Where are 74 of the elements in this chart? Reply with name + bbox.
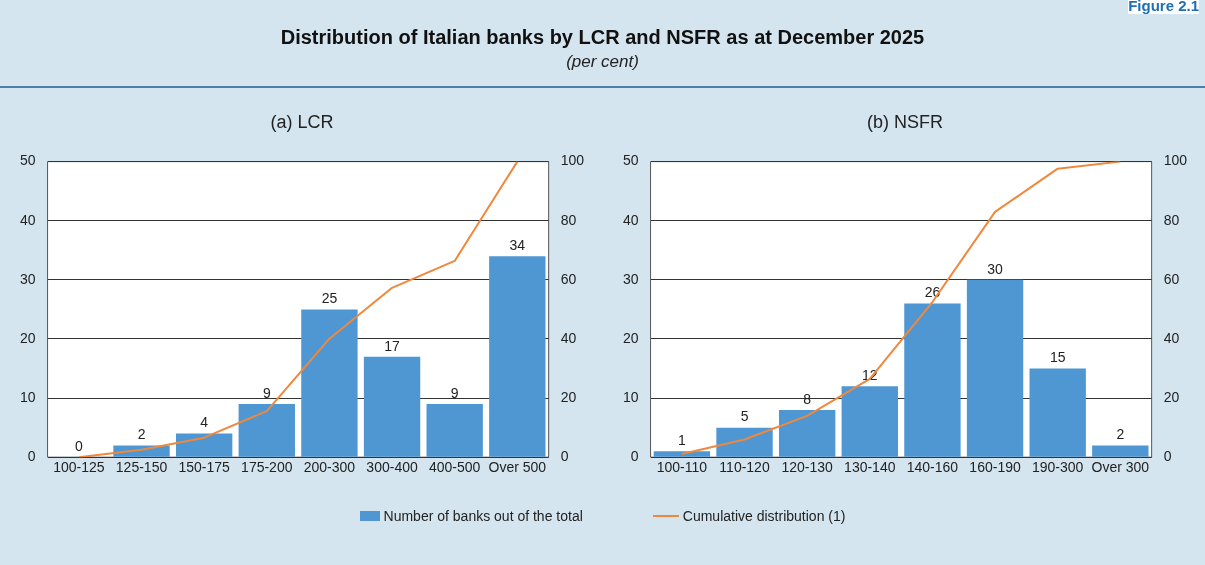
bar (904, 303, 961, 457)
x-tick-label: 400-500 (429, 459, 481, 476)
y2-tick-label: 20 (560, 388, 577, 405)
y2-tick-label: 100 (560, 152, 585, 169)
y2-tick-label: 0 (560, 448, 569, 465)
bar (841, 386, 898, 457)
legend-label: Cumulative distribution (1) (682, 508, 846, 524)
y-tick-label: 0 (27, 448, 36, 465)
data-label: 9 (450, 384, 459, 401)
y2-tick-label: 40 (1163, 329, 1180, 346)
x-tick-label: Over 500 (488, 459, 547, 476)
bar (1029, 368, 1086, 457)
x-tick-label: Over 300 (1091, 459, 1150, 476)
y-tick-label: 40 (19, 211, 36, 228)
bar (489, 256, 546, 457)
data-label: 17 (384, 337, 401, 354)
x-tick-label: 130-140 (844, 459, 896, 476)
y-tick-label: 20 (19, 329, 36, 346)
chart-title: (a) LCR (270, 111, 334, 132)
y-tick-label: 30 (622, 270, 639, 287)
y2-tick-label: 100 (1163, 152, 1188, 169)
data-label: 0 (74, 438, 83, 455)
y-tick-label: 50 (622, 152, 639, 169)
y-tick-label: 50 (19, 152, 36, 169)
x-tick-label: 190-300 (1032, 459, 1084, 476)
y-tick-label: 10 (19, 388, 36, 405)
text: Distribution of Italian banks by LCR and NSFR as at December 2025 (279, 26, 926, 49)
x-tick-label: 150-175 (178, 459, 231, 476)
y2-tick-label: 80 (560, 211, 577, 228)
data-label: 9 (262, 384, 271, 401)
y2-tick-label: 60 (1163, 270, 1180, 287)
x-tick-label: 125-150 (115, 459, 168, 476)
legend-label: Number of banks out of the total (383, 508, 583, 524)
x-tick-label: 140-160 (906, 459, 959, 476)
data-label: 2 (137, 426, 146, 443)
data-label: 25 (321, 290, 338, 307)
y2-tick-label: 80 (1163, 211, 1180, 228)
data-label: 2 (1116, 426, 1125, 443)
x-tick-label: 200-300 (303, 459, 356, 476)
data-label: 4 (200, 414, 209, 431)
x-tick-label: 100-125 (53, 459, 105, 476)
bar (1092, 445, 1149, 457)
data-label: 15 (1049, 349, 1066, 366)
text: (per cent) (565, 52, 640, 72)
bar (175, 433, 233, 457)
x-tick-label: 175-200 (241, 459, 293, 476)
bar (778, 409, 836, 457)
bar (716, 427, 773, 457)
y2-tick-label: 0 (1163, 448, 1172, 465)
y2-tick-label: 60 (560, 270, 577, 287)
bar (238, 403, 295, 457)
y2-tick-label: 20 (1163, 388, 1180, 405)
bar (653, 451, 711, 457)
y2-tick-label: 40 (560, 329, 577, 346)
bar (363, 356, 421, 457)
data-label: 30 (987, 260, 1004, 277)
y-tick-label: 10 (622, 388, 639, 405)
bar (301, 309, 358, 457)
x-tick-label: 100-110 (656, 459, 708, 476)
x-tick-label: 300-400 (366, 459, 418, 476)
x-tick-label: 120-130 (781, 459, 834, 476)
bar (966, 279, 1024, 457)
y-tick-label: 0 (630, 448, 639, 465)
caption: Figure 2.1 (1128, 0, 1199, 14)
y-tick-label: 40 (622, 211, 639, 228)
data-label: 34 (509, 237, 526, 254)
y-tick-label: 30 (19, 270, 36, 287)
x-tick-label: 160-190 (969, 459, 1021, 476)
data-label: 1 (677, 432, 686, 449)
data-label: 5 (740, 408, 749, 425)
x-tick-label: 110-120 (719, 459, 770, 476)
y-tick-label: 20 (622, 329, 639, 346)
chart-title: (b) NSFR (867, 111, 943, 132)
bar (426, 403, 483, 457)
